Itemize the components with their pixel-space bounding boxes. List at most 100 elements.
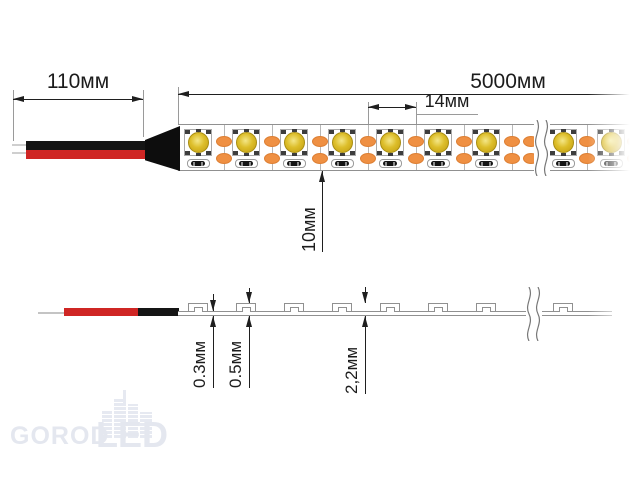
led-profile-notch bbox=[481, 307, 491, 312]
dimension-arrow-icon bbox=[209, 316, 216, 327]
led-profile-notch bbox=[241, 307, 251, 312]
led-pin bbox=[473, 130, 478, 134]
extension-line bbox=[416, 113, 478, 115]
extension-line bbox=[178, 87, 179, 124]
cut-line bbox=[272, 125, 273, 170]
dim-label-total-height: 2,2мм bbox=[342, 346, 361, 394]
logo-buildings-icon bbox=[98, 390, 160, 438]
led-pin bbox=[185, 130, 190, 134]
dimension-arrow-icon bbox=[318, 171, 325, 182]
led-pin bbox=[377, 130, 382, 134]
led-pin bbox=[483, 153, 489, 156]
break-lines-icon bbox=[532, 120, 552, 176]
cut-line bbox=[320, 125, 321, 170]
wire-bare-tip bbox=[12, 152, 28, 154]
dim-label-adhesive-thickness: 0.5мм bbox=[226, 340, 245, 388]
cut-line bbox=[464, 125, 465, 170]
solder-pad bbox=[312, 153, 328, 164]
led-profile-notch bbox=[385, 307, 395, 312]
solder-pad bbox=[216, 153, 232, 164]
resistor bbox=[330, 159, 354, 168]
resistor bbox=[282, 159, 306, 168]
solder-pad bbox=[264, 153, 280, 164]
side-wire-black bbox=[138, 308, 179, 316]
led-pin bbox=[550, 151, 555, 155]
dim-label-strip-width: 10мм bbox=[299, 207, 319, 252]
led-chip bbox=[187, 132, 209, 153]
led-pin bbox=[398, 130, 403, 134]
resistor bbox=[426, 159, 450, 168]
dimension-line bbox=[178, 93, 636, 95]
solder-pad bbox=[264, 136, 280, 147]
led-pin bbox=[233, 130, 238, 134]
logo-text-gorod: GOROD bbox=[10, 422, 110, 450]
led-pin bbox=[281, 130, 286, 134]
led-profile-notch bbox=[289, 307, 299, 312]
led-pin bbox=[329, 151, 334, 155]
strip-fade-overlay bbox=[588, 68, 640, 348]
solder-pad bbox=[504, 136, 520, 147]
led-pin bbox=[291, 129, 297, 132]
logo-text-led: LED bbox=[96, 414, 168, 455]
dimension-arrow-icon bbox=[132, 95, 143, 102]
dimension-arrow-icon bbox=[368, 104, 379, 110]
led-chip bbox=[379, 132, 401, 153]
led-pin bbox=[254, 151, 259, 155]
led-pin bbox=[350, 130, 355, 134]
dimension-line bbox=[213, 316, 214, 388]
break-lines-icon bbox=[524, 287, 544, 341]
solder-pad bbox=[456, 136, 472, 147]
solder-pad bbox=[216, 136, 232, 147]
solder-pad bbox=[408, 153, 424, 164]
led-pin bbox=[435, 153, 441, 156]
resistor bbox=[474, 159, 498, 168]
extension-line bbox=[368, 102, 369, 124]
dimension-arrow-icon bbox=[13, 95, 24, 102]
dimension-line bbox=[13, 98, 143, 100]
cut-line bbox=[368, 125, 369, 170]
led-pin bbox=[571, 151, 576, 155]
solder-pad bbox=[408, 136, 424, 147]
dim-label-led-pitch: 14мм bbox=[424, 91, 470, 111]
led-pin bbox=[387, 153, 393, 156]
resistor bbox=[186, 159, 210, 168]
led-pin bbox=[571, 130, 576, 134]
solder-pad bbox=[312, 136, 328, 147]
cut-line bbox=[587, 125, 588, 170]
resistor bbox=[551, 159, 575, 168]
extension-line bbox=[143, 90, 144, 137]
led-pin bbox=[281, 151, 286, 155]
led-pin bbox=[195, 129, 201, 132]
dimension-arrow-icon bbox=[245, 316, 252, 327]
led-chip bbox=[427, 132, 449, 153]
dimension-arrow-icon bbox=[209, 300, 216, 311]
led-pin bbox=[494, 151, 499, 155]
led-pin bbox=[350, 151, 355, 155]
dimension-line bbox=[365, 316, 366, 394]
led-chip bbox=[283, 132, 305, 153]
resistor bbox=[378, 159, 402, 168]
led-pin bbox=[233, 151, 238, 155]
wire-black bbox=[26, 141, 147, 150]
side-wire-red bbox=[64, 308, 138, 316]
led-pin bbox=[550, 130, 555, 134]
led-pin bbox=[302, 151, 307, 155]
led-pin bbox=[398, 151, 403, 155]
dim-label-strip-length: 5000мм bbox=[470, 70, 546, 93]
dimension-arrow-icon bbox=[361, 316, 368, 327]
side-wire-bare-tip bbox=[38, 312, 64, 314]
led-pin bbox=[291, 153, 297, 156]
led-profile-notch bbox=[193, 307, 203, 312]
wire-bare-tip bbox=[12, 144, 28, 146]
led-strip-side-view bbox=[178, 311, 612, 316]
led-pin bbox=[243, 129, 249, 132]
cut-line bbox=[416, 125, 417, 170]
led-pin bbox=[339, 153, 345, 156]
dimension-arrow-icon bbox=[405, 104, 416, 110]
led-pin bbox=[243, 153, 249, 156]
led-pin bbox=[387, 129, 393, 132]
led-pin bbox=[560, 129, 566, 132]
resistor bbox=[234, 159, 258, 168]
led-pin bbox=[206, 151, 211, 155]
